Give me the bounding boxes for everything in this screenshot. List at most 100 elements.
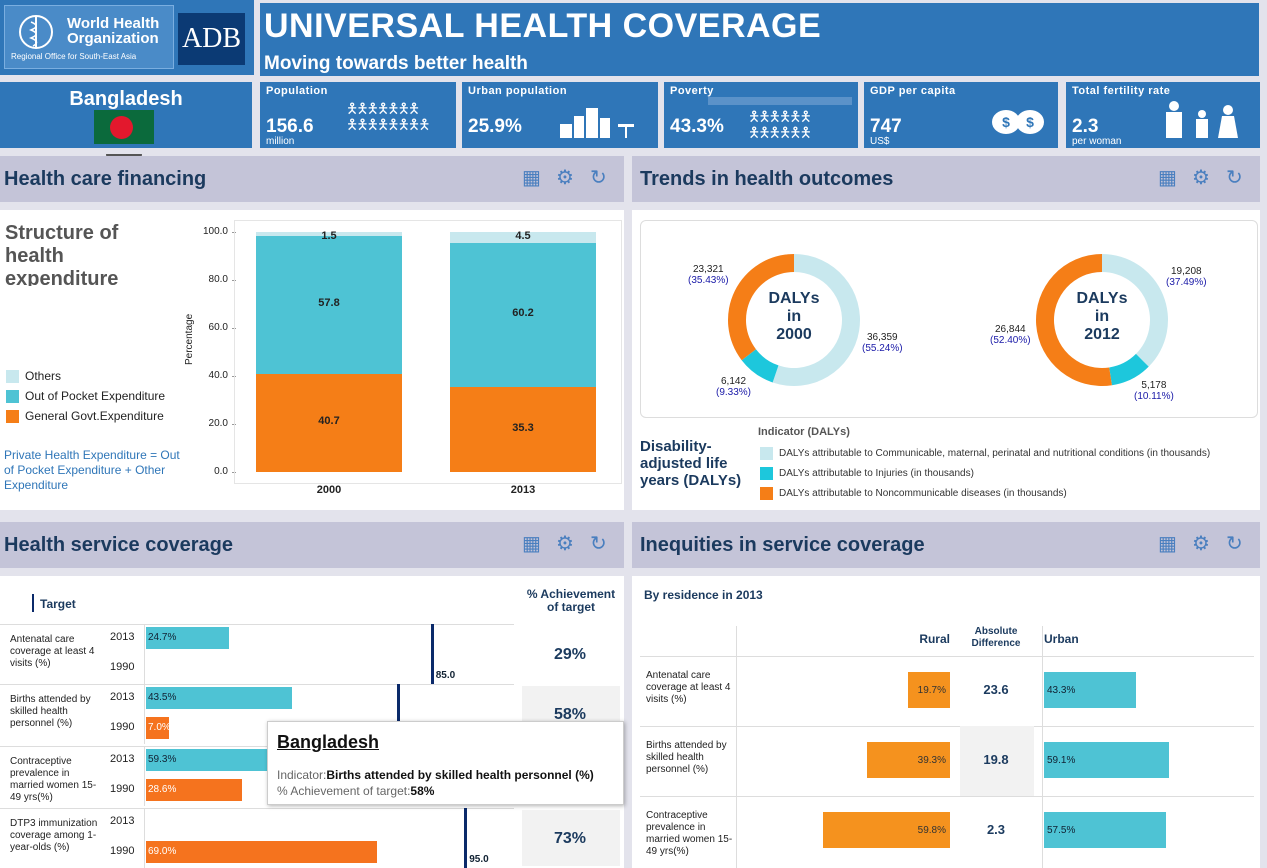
city-icon [560, 108, 634, 138]
rural-bar[interactable] [866, 742, 950, 778]
dalys-chart-frame [640, 220, 1258, 418]
logo-area: World Health Organization Regional Office… [0, 0, 254, 75]
bar-segment[interactable] [256, 232, 402, 236]
legend-item-others: Others [6, 366, 165, 386]
stat-label: Urban population [468, 85, 568, 97]
legend-item-oop: Out of Pocket Expenditure [6, 386, 165, 406]
rural-value: 59.8% [917, 825, 946, 836]
bar-1990[interactable] [146, 841, 378, 863]
row-divider [640, 796, 1254, 797]
rural-bar[interactable] [823, 812, 950, 848]
row-divider [0, 684, 514, 685]
stat-poverty: Poverty 43.3% 🯅🯅🯅🯅🯅🯅 🯅🯅🯅🯅🯅🯅 [664, 82, 858, 148]
who-emblem-icon [19, 15, 53, 49]
rural-bar[interactable] [908, 672, 950, 708]
stat-value: 747 [870, 116, 902, 137]
stat-label: Poverty [670, 85, 714, 97]
y-tick-label: 0.0 [214, 466, 228, 477]
urban-value: 57.5% [1047, 825, 1076, 836]
donut-slice[interactable] [741, 349, 779, 383]
refresh-icon[interactable]: ↻ [1226, 167, 1243, 189]
bar-1990-label: 69.0% [148, 846, 177, 857]
inequities-subtitle: By residence in 2013 [644, 588, 763, 602]
abs-diff-value: 2.3 [986, 822, 1006, 837]
donut-slice[interactable] [728, 254, 794, 361]
trends-panel-header: Trends in health outcomes ▦ ⚙ ↻ [632, 156, 1260, 202]
donut-slice[interactable] [1109, 353, 1149, 386]
inequities-panel-body: By residence in 2013 Rural Absolute Diff… [632, 576, 1260, 868]
x-tick-label: 2000 [316, 484, 342, 496]
bar-segment[interactable] [450, 242, 596, 388]
stat-unit: per woman [1072, 136, 1122, 147]
axis-line [144, 746, 145, 806]
financing-chart: Percentage 100.0 80.0 60.0 40.0 20.0 0.0 40.7… [184, 220, 624, 510]
target-marker[interactable] [430, 624, 434, 684]
bar-1990-label: 7.0% [148, 722, 171, 733]
panel-title: Trends in health outcomes [640, 168, 894, 190]
urban-bar[interactable] [1044, 672, 1136, 708]
year-label: 1990 [110, 845, 135, 857]
stat-unit: US$ [870, 136, 890, 147]
layout-icon[interactable]: ▦ [522, 533, 541, 555]
refresh-icon[interactable]: ↻ [590, 533, 607, 555]
bar-segment[interactable] [450, 387, 596, 472]
refresh-icon[interactable]: ↻ [590, 167, 607, 189]
bar-value-label: 1.5 [321, 230, 337, 242]
target-value-label: 85.0 [435, 670, 456, 681]
urban-header: Urban [1044, 632, 1079, 646]
divider [1042, 626, 1043, 868]
axis-line [144, 808, 145, 868]
target-marker[interactable] [397, 684, 401, 744]
donut-slice[interactable] [772, 254, 860, 386]
stat-urban: Urban population 25.9% [462, 82, 658, 148]
inequities-panel-header: Inequities in service coverage ▦ ⚙ ↻ [632, 522, 1260, 568]
service-panel-header: Health service coverage ▦ ⚙ ↻ [0, 522, 624, 568]
x-tick-label: 2013 [510, 484, 536, 496]
bar-2013[interactable] [146, 627, 229, 649]
bar-2013-label: 24.7% [148, 632, 177, 643]
layout-icon[interactable]: ▦ [522, 167, 541, 189]
gear-icon[interactable]: ⚙ [1192, 533, 1210, 555]
urban-bar[interactable] [1044, 812, 1166, 848]
year-label: 2013 [110, 815, 135, 827]
coins-icon: $ $ [992, 110, 1044, 134]
bar-segment[interactable] [256, 235, 402, 375]
stat-population: Population 156.6 million 🯅🯅🯅🯅🯅🯅🯅 🯅🯅🯅🯅🯅🯅🯅🯅 [260, 82, 456, 148]
who-subtitle: Regional Office for South-East Asia [11, 52, 137, 61]
row-divider [0, 624, 514, 625]
achievement-value: 29% [553, 646, 587, 663]
people-icon: 🯅🯅🯅🯅🯅🯅🯅 🯅🯅🯅🯅🯅🯅🯅🯅 [346, 100, 431, 132]
dalys-side-title: Disability-adjusted life years (DALYs) [640, 438, 742, 489]
refresh-icon[interactable]: ↻ [1226, 533, 1243, 555]
svg-text:$: $ [1002, 114, 1010, 130]
gear-icon[interactable]: ⚙ [1192, 167, 1210, 189]
bar-value-label: 60.2 [512, 307, 534, 320]
bar-1990[interactable] [146, 779, 242, 801]
legend-item-injuries: DALYs attributable to Injuries (in thous… [760, 464, 1210, 484]
bar-2013[interactable] [146, 687, 292, 709]
bar-segment[interactable] [256, 374, 402, 472]
layout-icon[interactable]: ▦ [1158, 533, 1177, 555]
row-divider [640, 726, 1254, 727]
gear-icon[interactable]: ⚙ [556, 533, 574, 555]
donut-slice[interactable] [1036, 254, 1112, 386]
gear-icon[interactable]: ⚙ [556, 167, 574, 189]
bar-1990[interactable] [146, 717, 170, 739]
donut-slice[interactable] [1102, 254, 1168, 367]
bar-segment[interactable] [450, 232, 596, 243]
stat-unit: million [266, 136, 295, 147]
urban-bar[interactable] [1044, 742, 1170, 778]
page-title: UNIVERSAL HEALTH COVERAGE [264, 7, 822, 45]
financing-subtitle: Structure of health expenditure [5, 222, 119, 286]
stat-value: 156.6 [266, 116, 314, 137]
layout-icon[interactable]: ▦ [1158, 167, 1177, 189]
target-marker[interactable] [464, 808, 468, 868]
year-label: 2013 [110, 631, 135, 643]
row-divider [0, 808, 514, 809]
y-tick-label: 20.0 [208, 418, 228, 429]
bar-value-label: 35.3 [512, 421, 534, 434]
abs-diff-header: Absolute Difference [971, 626, 1021, 649]
row-divider [640, 656, 1254, 657]
tooltip-title: Bangladesh [277, 732, 380, 752]
page-subtitle: Moving towards better health [264, 53, 528, 74]
